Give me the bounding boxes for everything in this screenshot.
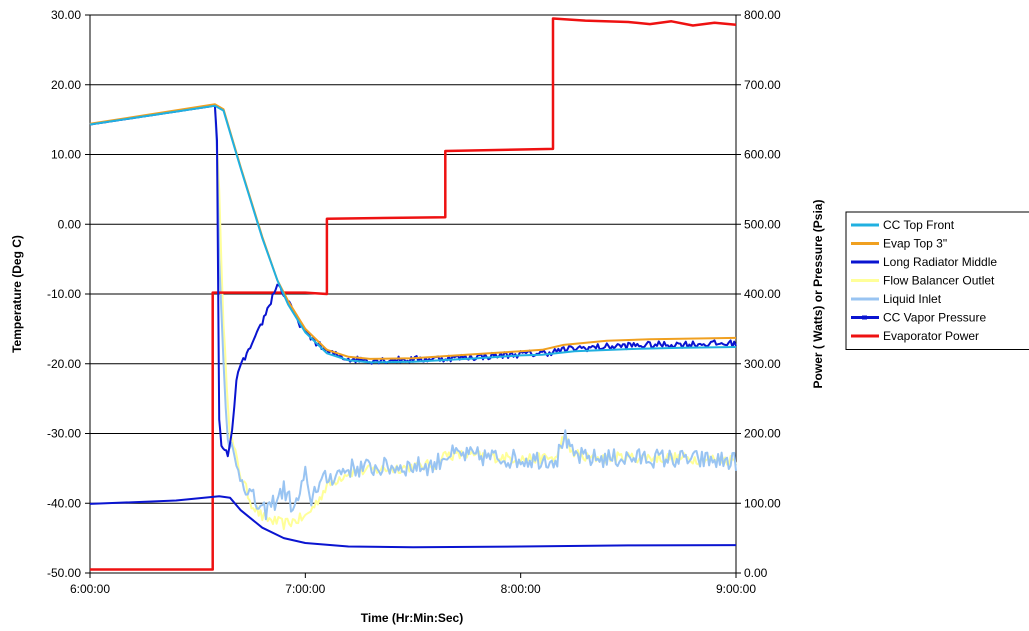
y-left-tick-label: 20.00 [51,78,81,92]
x-tick-label: 6:00:00 [70,582,110,596]
y-left-tick-label: 0.00 [58,217,82,231]
y-left-tick-label: -20.00 [47,357,81,371]
legend-entry: Liquid Inlet [883,292,942,306]
y-right-tick-label: 300.00 [744,357,781,371]
y-left-tick-label: 30.00 [51,8,81,22]
x-tick-label: 8:00:00 [501,582,541,596]
x-tick-label: 9:00:00 [716,582,756,596]
gridlines [90,84,736,504]
legend-marker [862,315,867,320]
legend-entry: Long Radiator Middle [883,255,997,269]
y-right-tick-label: 0.00 [744,566,768,580]
y-left-tick-label: 10.00 [51,148,81,162]
series-layer [89,17,737,571]
y-axis-left-ticks: 30.00 20.00 10.00 0.00 -10.00 -20.00 -30.00 -40… [47,8,90,580]
series-line-long-radiator-middle [89,104,737,458]
x-axis-title: Time (Hr:Min:Sec) [361,611,463,625]
series-line-liquid-inlet [89,104,737,521]
y-left-tick-label: -50.00 [47,566,81,580]
y-right-tick-label: 700.00 [744,78,781,92]
legend-entry: CC Vapor Pressure [883,311,986,325]
x-tick-label: 7:00:00 [285,582,325,596]
series-line-cc-vapor-pressure [89,495,737,549]
y-left-tick-label: -40.00 [47,496,81,510]
legend-entry: Evaporator Power [883,329,979,343]
y-left-tick-label: -10.00 [47,287,81,301]
series-line-flow-balancer-outlet [89,104,737,531]
legend-entry: CC Top Front [883,218,955,232]
legend: CC Top Front Evap Top 3" Long Radiator Mid… [845,211,1029,350]
y-right-tick-label: 400.00 [744,287,781,301]
y-axis-right-ticks: 800.00 700.00 600.00 500.00 400.00 300.00 200.… [736,8,781,580]
y-right-tick-label: 200.00 [744,427,781,441]
series-line-cc-top-front [89,104,737,364]
y-axis-left-title: Temperature (Deg C) [10,235,24,353]
y-right-tick-label: 100.00 [744,496,781,510]
legend-entry: Flow Balancer Outlet [883,274,995,288]
y-left-tick-label: -30.00 [47,427,81,441]
y-right-tick-label: 500.00 [744,217,781,231]
x-axis-ticks: 6:00:00 7:00:00 8:00:00 9:00:00 [70,573,756,596]
y-axis-right-title: Power ( Watts) or Pressure (Psia) [811,200,825,389]
legend-entry: Evap Top 3" [883,237,947,251]
series-line-evap-top-3 [89,103,737,360]
y-right-tick-label: 800.00 [744,8,781,22]
y-right-tick-label: 600.00 [744,148,781,162]
